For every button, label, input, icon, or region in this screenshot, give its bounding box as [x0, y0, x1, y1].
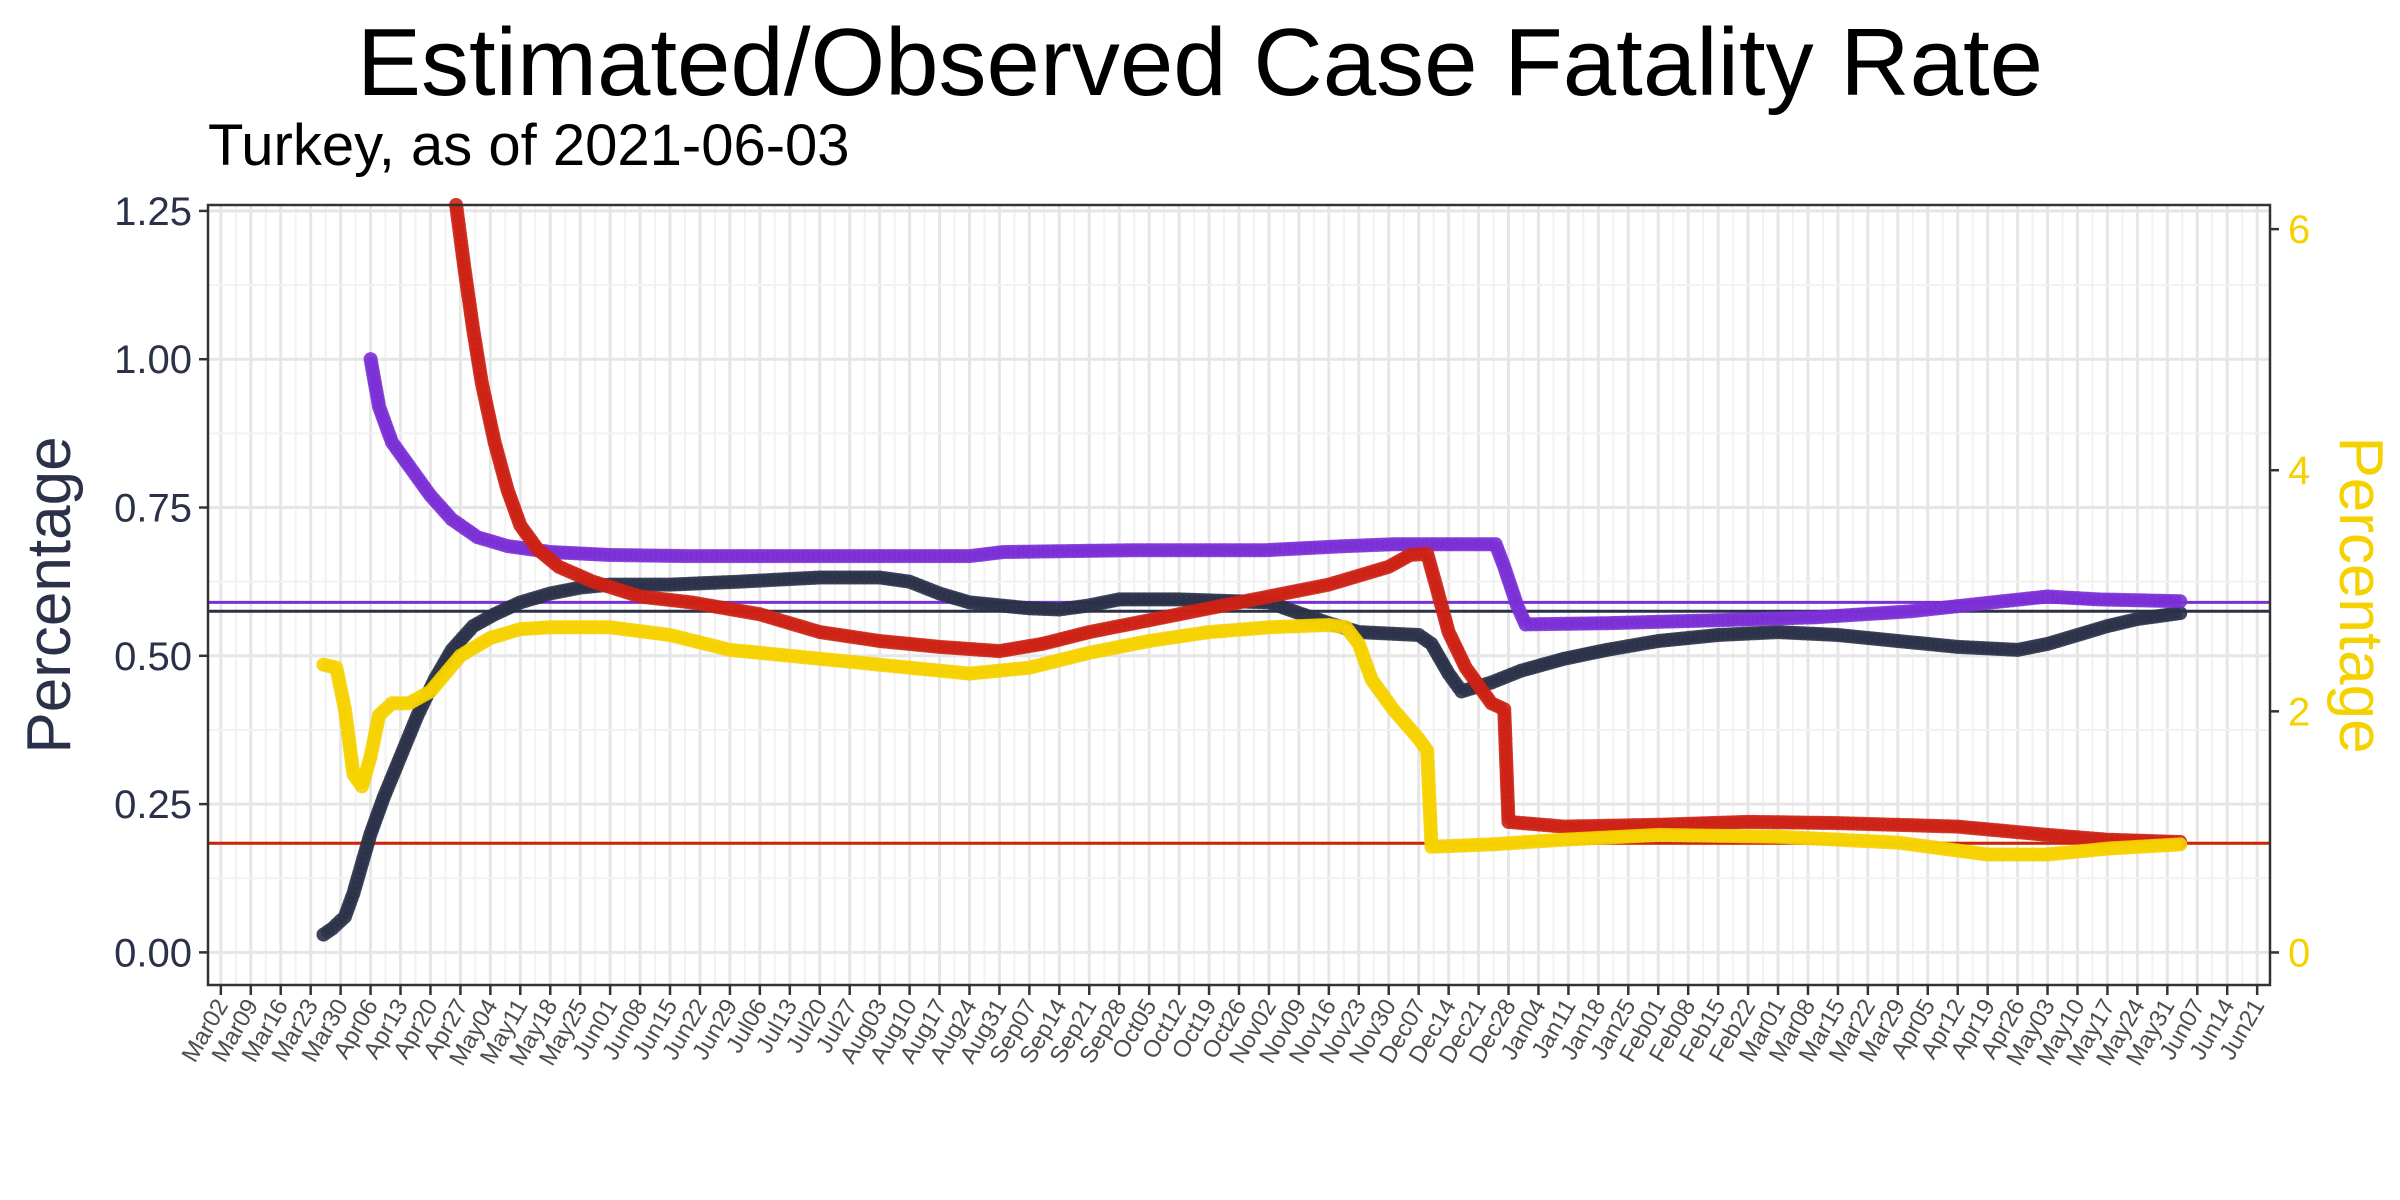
- y-axis-left-label: Percentage: [15, 436, 84, 753]
- series-point: [2173, 594, 2188, 609]
- y-tick-label: 0.50: [114, 635, 192, 679]
- y-tick-label: 0.75: [114, 487, 192, 531]
- chart-subtitle: Turkey, as of 2021-06-03: [208, 113, 850, 178]
- series-group: [316, 618, 2188, 862]
- series-layer: [316, 198, 2188, 942]
- series-point: [2173, 606, 2188, 621]
- y-tick-label: 0.25: [114, 783, 192, 827]
- y-tick-label: 1.25: [114, 190, 192, 234]
- y-right-tick-label: 0: [2288, 931, 2310, 975]
- y-right-tick-label: 6: [2288, 208, 2310, 252]
- y-axis-right: 0 2 4 6: [2270, 208, 2310, 975]
- y-right-tick-label: 4: [2288, 449, 2310, 493]
- y-tick-label: 1.00: [114, 338, 192, 382]
- x-axis: Mar02Mar09Mar16Mar23Mar30Apr06Apr13Apr20…: [177, 985, 2270, 1070]
- y-axis-right-label: Percentage: [2326, 436, 2395, 753]
- y-tick-label: 0.00: [114, 931, 192, 975]
- y-axis-left: 0.00 0.25 0.50 0.75 1.00 1.25: [114, 190, 208, 975]
- chart-title: Estimated/Observed Case Fatality Rate: [356, 9, 2044, 116]
- series-point: [2173, 837, 2188, 852]
- y-right-tick-label: 2: [2288, 690, 2310, 734]
- series-group: [363, 352, 2188, 632]
